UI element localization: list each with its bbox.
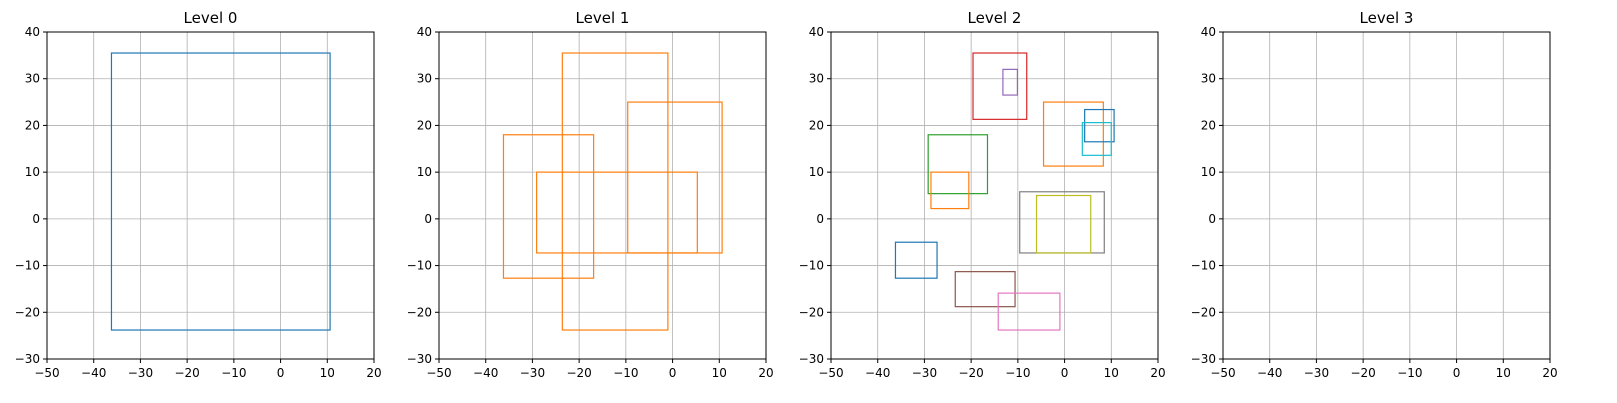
y-tick-label: 30 [25, 72, 40, 86]
y-tick-label: −30 [407, 352, 432, 366]
x-tick-label: −40 [473, 366, 498, 380]
x-tick-label: 0 [669, 366, 677, 380]
subplot-2: −50 −40 −30 −20 −10 0 10 20 −30 −20 −10 0 10 20 30 40 Le… [799, 9, 1166, 380]
x-tick-label: −50 [426, 366, 451, 380]
x-tick-label: −20 [1350, 366, 1375, 380]
axes-frame [830, 31, 1159, 360]
y-tick-label: 40 [25, 25, 40, 39]
subplot-title: Level 0 [184, 9, 238, 27]
box-2-8 [1035, 194, 1092, 254]
x-tick-label: −50 [1210, 366, 1235, 380]
y-tick-label: −20 [1191, 305, 1216, 319]
box-0-0 [110, 52, 331, 331]
box-2-4 [1081, 122, 1112, 156]
y-tick-label: 0 [424, 212, 432, 226]
y-tick-label: −10 [1191, 259, 1216, 273]
subplot-title: Level 1 [576, 9, 630, 27]
x-tick-label: 20 [1150, 366, 1165, 380]
y-tick-label: 40 [417, 25, 432, 39]
box-2-10 [954, 271, 1016, 308]
subplot-title: Level 2 [968, 9, 1022, 27]
x-tick-label: −20 [566, 366, 591, 380]
x-tick-label: −40 [865, 366, 890, 380]
box-2-3 [1084, 108, 1115, 143]
x-tick-label: −30 [1304, 366, 1329, 380]
y-tick-label: 40 [1201, 25, 1216, 39]
y-tick-label: 10 [809, 165, 824, 179]
y-tick-label: 30 [809, 72, 824, 86]
axes-frame [46, 31, 375, 360]
y-tick-label: 20 [1201, 118, 1216, 132]
box-2-1 [1002, 68, 1018, 96]
y-tick-label: 0 [32, 212, 40, 226]
x-tick-label: −10 [221, 366, 246, 380]
box-2-5 [927, 134, 989, 195]
box-1-3 [536, 171, 698, 254]
y-tick-label: 0 [1208, 212, 1216, 226]
subplot-title: Level 3 [1360, 9, 1414, 27]
x-tick-label: −10 [1005, 366, 1030, 380]
x-tick-label: −50 [818, 366, 843, 380]
y-tick-label: −10 [407, 259, 432, 273]
x-tick-label: 0 [1453, 366, 1461, 380]
y-tick-label: 0 [816, 212, 824, 226]
y-tick-label: −20 [407, 305, 432, 319]
box-2-2 [1042, 101, 1104, 167]
x-tick-label: −40 [81, 366, 106, 380]
x-tick-label: −10 [1397, 366, 1422, 380]
y-tick-label: 10 [25, 165, 40, 179]
y-tick-label: 10 [1201, 165, 1216, 179]
y-tick-label: 30 [417, 72, 432, 86]
box-2-0 [972, 52, 1028, 120]
y-tick-label: −10 [15, 259, 40, 273]
x-tick-label: 0 [1061, 366, 1069, 380]
box-2-7 [1019, 191, 1105, 254]
y-tick-label: −30 [799, 352, 824, 366]
x-tick-label: 0 [277, 366, 285, 380]
y-tick-label: 20 [809, 118, 824, 132]
y-tick-label: −30 [1191, 352, 1216, 366]
x-tick-label: 10 [1496, 366, 1511, 380]
box-2-11 [997, 292, 1061, 331]
box-1-1 [627, 101, 723, 254]
x-tick-label: 20 [366, 366, 381, 380]
y-tick-label: 20 [25, 118, 40, 132]
x-tick-label: −30 [520, 366, 545, 380]
x-tick-label: 10 [320, 366, 335, 380]
x-tick-label: −40 [1257, 366, 1282, 380]
y-tick-label: 30 [1201, 72, 1216, 86]
x-tick-label: 20 [758, 366, 773, 380]
y-tick-label: 20 [417, 118, 432, 132]
y-tick-label: 10 [417, 165, 432, 179]
axes-frame [1222, 31, 1551, 360]
y-tick-label: −30 [15, 352, 40, 366]
x-tick-label: −20 [174, 366, 199, 380]
subplot-0: −50 −40 −30 −20 −10 0 10 20 −30 −20 −10 0 10 20 30 40 Le… [15, 9, 382, 380]
x-tick-label: −30 [912, 366, 937, 380]
y-tick-label: 40 [809, 25, 824, 39]
x-tick-label: −30 [128, 366, 153, 380]
x-tick-label: −10 [613, 366, 638, 380]
x-tick-label: −50 [34, 366, 59, 380]
y-tick-label: −20 [15, 305, 40, 319]
subplot-3: −50 −40 −30 −20 −10 0 10 20 −30 −20 −10 0 10 20 30 40 Le… [1191, 9, 1558, 380]
y-tick-label: −20 [799, 305, 824, 319]
x-tick-label: 10 [712, 366, 727, 380]
axes-frame [438, 31, 767, 360]
box-2-6 [930, 171, 970, 210]
y-tick-label: −10 [799, 259, 824, 273]
box-1-0 [561, 52, 669, 331]
subplot-1: −50 −40 −30 −20 −10 0 10 20 −30 −20 −10 0 10 20 30 40 Le… [407, 9, 774, 380]
x-tick-label: 20 [1542, 366, 1557, 380]
box-1-2 [502, 134, 595, 279]
x-tick-label: −20 [958, 366, 983, 380]
box-2-9 [894, 241, 938, 279]
x-tick-label: 10 [1104, 366, 1119, 380]
